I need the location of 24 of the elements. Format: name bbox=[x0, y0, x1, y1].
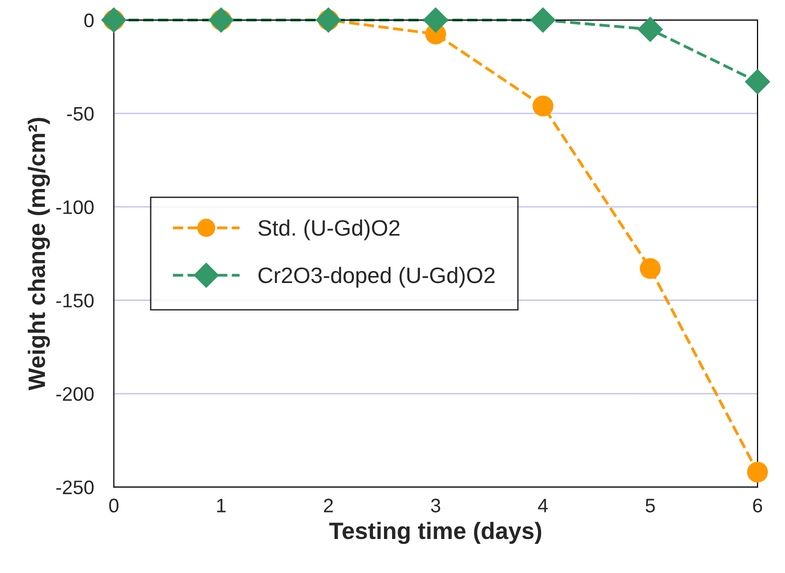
point bbox=[747, 462, 768, 483]
x-tick-label: 4 bbox=[538, 498, 548, 512]
x-tick-label: 6 bbox=[753, 498, 762, 512]
y-tick-label: -250 bbox=[56, 480, 94, 494]
y-tick-label: 0 bbox=[84, 14, 94, 28]
y-tick-label: -200 bbox=[56, 387, 94, 401]
x-tick-label: 1 bbox=[217, 498, 226, 512]
point bbox=[423, 8, 448, 33]
x-axis-title: Testing time (days) bbox=[329, 522, 542, 544]
x-tick-label: 3 bbox=[431, 498, 440, 512]
x-tick-label: 0 bbox=[109, 498, 118, 512]
point bbox=[532, 96, 554, 116]
y-tick-label: -150 bbox=[56, 294, 94, 308]
y-tick-label: -50 bbox=[67, 106, 94, 121]
point bbox=[638, 16, 663, 42]
y-tick-label: -100 bbox=[56, 200, 94, 214]
x-tick-label: 5 bbox=[646, 498, 655, 512]
point bbox=[745, 69, 770, 94]
legend-label: Cr2O3-doped (U-Gd)O2 bbox=[258, 266, 495, 288]
x-tick-label: 2 bbox=[324, 498, 333, 512]
y-axis-title: Weight change (mg/cm²) bbox=[28, 118, 50, 390]
point bbox=[640, 258, 661, 279]
point bbox=[530, 8, 556, 33]
legend-label: Std. (U-Gd)O2 bbox=[258, 220, 400, 240]
